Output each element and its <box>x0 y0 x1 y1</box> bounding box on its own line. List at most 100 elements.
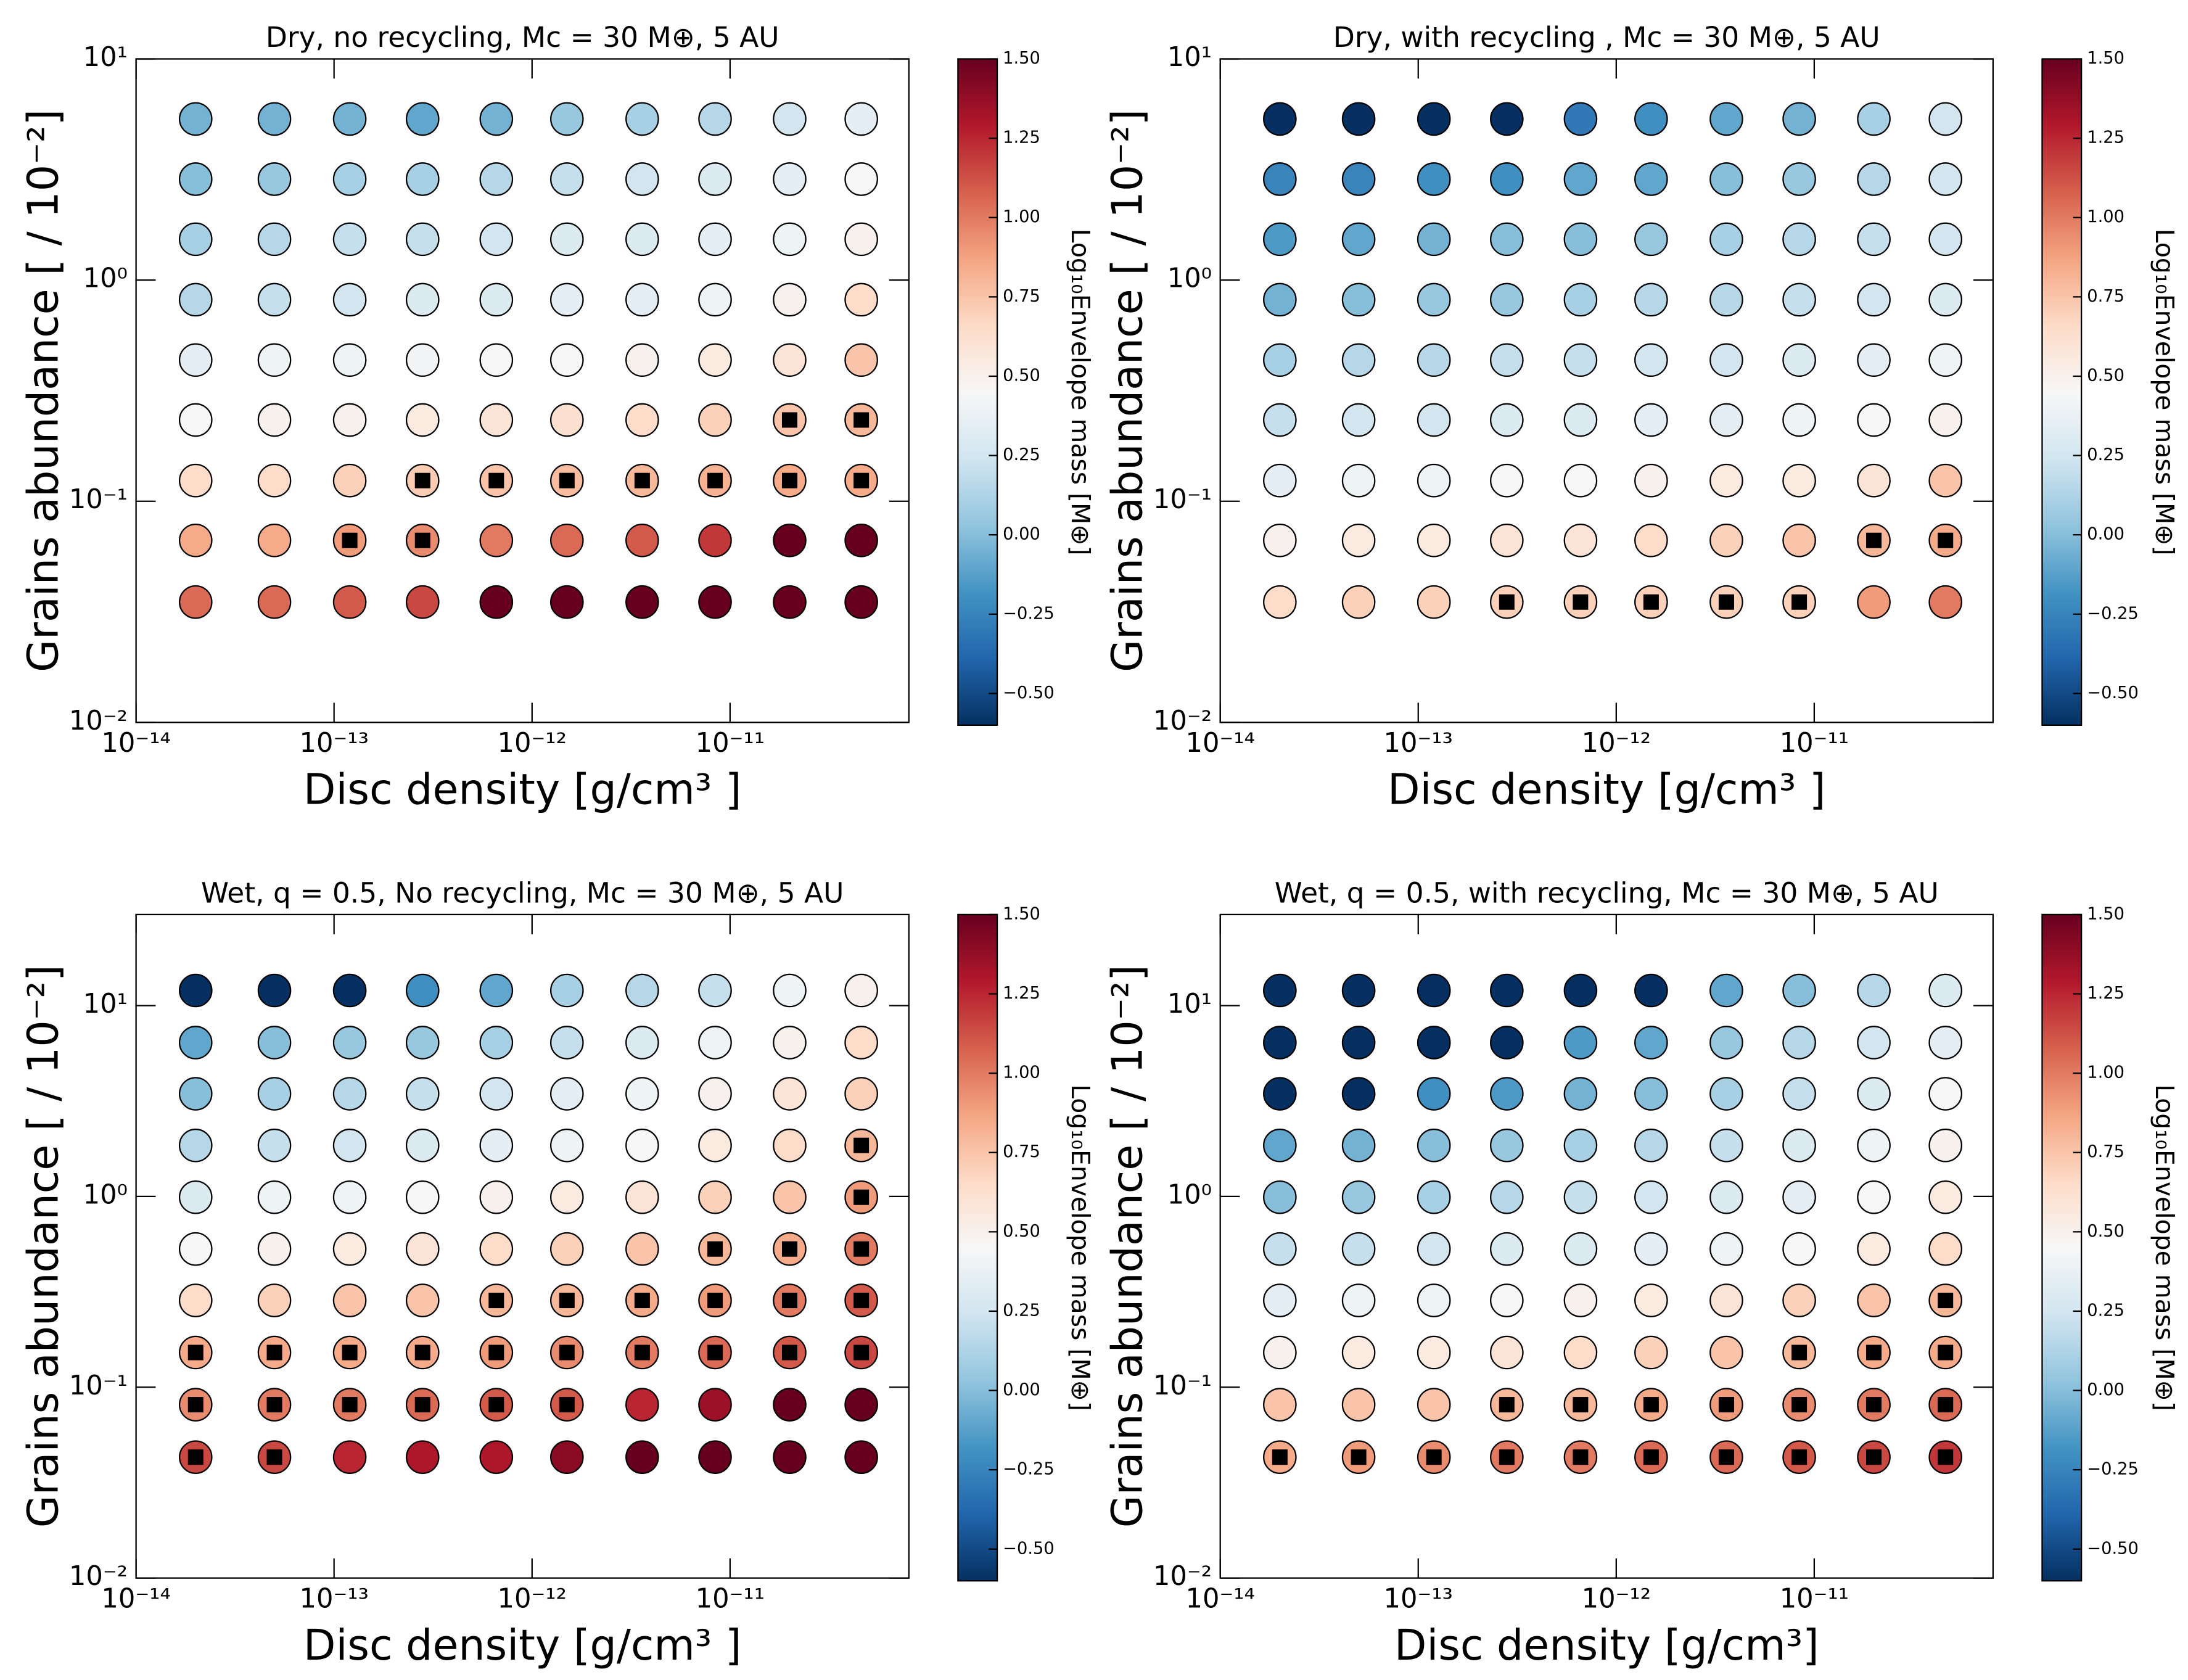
data-point <box>844 162 878 196</box>
data-point <box>1417 162 1451 196</box>
data-point <box>1634 523 1668 558</box>
data-point <box>773 222 807 257</box>
data-point <box>405 403 440 437</box>
data-point <box>550 973 584 1008</box>
data-point <box>1857 1128 1891 1163</box>
data-point <box>1417 463 1451 498</box>
flag-square <box>853 412 870 428</box>
data-point <box>844 585 878 619</box>
data-point <box>1634 222 1668 257</box>
data-point <box>332 343 367 377</box>
data-point <box>178 1283 213 1317</box>
data-point <box>844 102 878 136</box>
data-point <box>1709 1335 1743 1370</box>
colorbar-tick-label: 1.25 <box>2087 984 2124 1003</box>
flag-square <box>707 472 723 488</box>
chart-title: Dry, no recycling, Mc = 30 M⊕, 5 AU <box>266 21 779 54</box>
data-point <box>1563 1180 1598 1214</box>
data-point <box>1417 1232 1451 1266</box>
data-point <box>698 222 732 257</box>
data-point <box>1782 463 1816 498</box>
data-point <box>178 973 213 1008</box>
flag-square <box>559 1344 575 1361</box>
data-point <box>1928 102 1962 136</box>
data-point <box>550 282 584 317</box>
data-point <box>550 343 584 377</box>
colorbar-tick-label: −0.25 <box>1003 1460 1055 1479</box>
data-point <box>1634 102 1668 136</box>
data-point <box>1263 343 1297 377</box>
data-point <box>1263 1026 1297 1060</box>
data-point <box>625 1232 659 1266</box>
data-point <box>257 282 292 317</box>
data-point <box>1341 1335 1376 1370</box>
flag-square <box>1643 594 1659 610</box>
data-point <box>178 463 213 498</box>
data-point <box>625 222 659 257</box>
data-point <box>550 102 584 136</box>
data-point <box>1563 1232 1598 1266</box>
data-point <box>479 1128 514 1163</box>
flag-square <box>1643 1397 1659 1413</box>
data-point <box>1490 162 1524 196</box>
data-point <box>625 585 659 619</box>
colorbar-tick-label: 0.75 <box>1003 287 1040 306</box>
data-point <box>479 1232 514 1266</box>
colorbar-tick-label: −0.25 <box>2087 1460 2139 1479</box>
panel: 10⁻¹⁴ 10⁻¹³ 10⁻¹² 10⁻¹¹ 10⁻² 10⁻¹ 10⁰ 10¹ Wet, q… <box>1104 877 2179 1670</box>
colorbar-tick-label: 0.00 <box>2087 1380 2124 1399</box>
data-point <box>1857 1180 1891 1214</box>
flag-square <box>853 1189 870 1205</box>
data-point <box>1928 1180 1962 1214</box>
colorbar-tick-label: −0.50 <box>2087 1539 2139 1558</box>
x-tick-label: 10⁻¹³ <box>1384 1584 1453 1615</box>
data-point <box>773 1026 807 1060</box>
data-point <box>405 1232 440 1266</box>
data-point <box>332 1283 367 1317</box>
data-point <box>178 282 213 317</box>
y-tick-label: 10⁻² <box>1153 1561 1212 1592</box>
data-point <box>1634 1232 1668 1266</box>
data-point <box>1490 222 1524 257</box>
y-tick-label: 10⁰ <box>83 263 128 294</box>
data-point <box>1563 343 1598 377</box>
data-point <box>1417 343 1451 377</box>
data-point <box>1928 162 1962 196</box>
data-point <box>178 1128 213 1163</box>
flag-square <box>781 1293 797 1309</box>
plot-area <box>135 58 910 723</box>
data-point <box>1417 102 1451 136</box>
flag-square <box>707 1293 723 1309</box>
data-point <box>1490 1026 1524 1060</box>
data-point <box>1634 403 1668 437</box>
plot-area <box>1219 58 1994 723</box>
data-point <box>1341 523 1376 558</box>
data-point <box>1563 1128 1598 1163</box>
data-point <box>332 403 367 437</box>
data-point <box>257 1232 292 1266</box>
flag-square <box>1272 1449 1288 1465</box>
colorbar-label: Log₁₀Envelope mass [M⊕] <box>2150 1084 2179 1411</box>
y-tick-label: 10⁻² <box>69 706 128 736</box>
data-point <box>625 343 659 377</box>
colorbar-tick-label: 0.00 <box>1003 525 1040 544</box>
data-point <box>1782 1283 1816 1317</box>
data-point <box>625 1026 659 1060</box>
data-point <box>1417 1388 1451 1422</box>
data-point <box>1417 523 1451 558</box>
data-point <box>1928 1077 1962 1111</box>
data-point <box>1709 1026 1743 1060</box>
data-point <box>698 973 732 1008</box>
colorbar-tick-label: 1.00 <box>1003 1063 1040 1082</box>
x-tick-label: 10⁻¹⁴ <box>1185 728 1254 759</box>
flag-square <box>853 472 870 488</box>
data-point <box>698 1026 732 1060</box>
data-point <box>1709 1232 1743 1266</box>
data-point <box>625 1077 659 1111</box>
data-point <box>698 1440 732 1474</box>
flag-square <box>781 1241 797 1257</box>
data-point <box>405 1180 440 1214</box>
x-tick-label: 10⁻¹² <box>498 1584 567 1615</box>
data-point <box>1857 162 1891 196</box>
